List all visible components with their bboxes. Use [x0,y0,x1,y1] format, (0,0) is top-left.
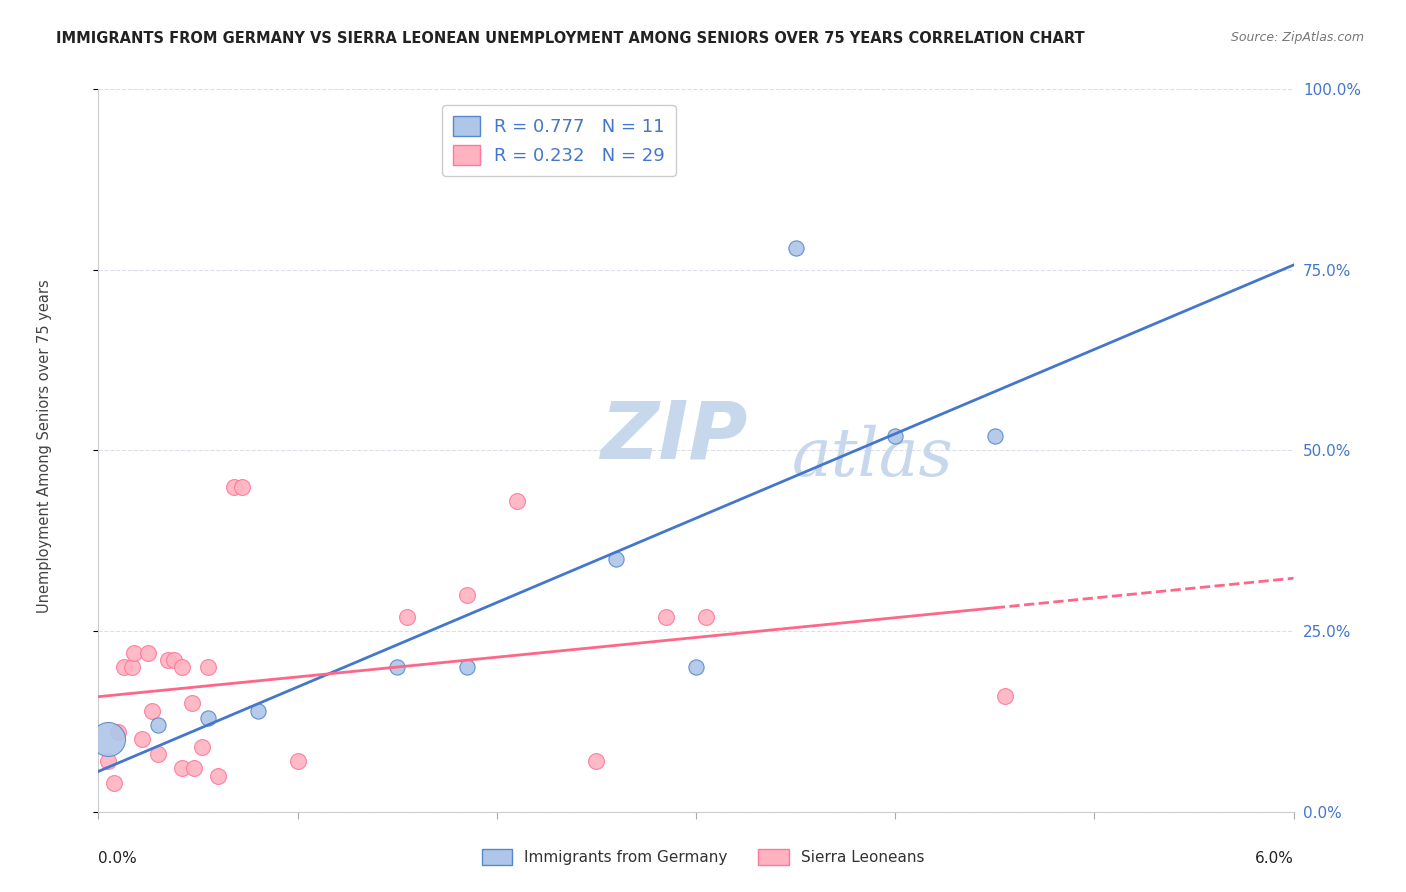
Text: Source: ZipAtlas.com: Source: ZipAtlas.com [1230,31,1364,45]
Text: 0.0%: 0.0% [98,852,138,866]
Point [222,480,245,494]
Point [148,747,170,761]
Point [107,725,129,739]
Text: ZIP: ZIP [600,397,748,475]
Point [112,660,135,674]
Point [207,769,229,783]
Point [191,739,214,754]
Point [984,429,1007,443]
Point [97,754,120,768]
Point [246,704,269,718]
Point [197,711,219,725]
Legend: R = 0.777   N = 11, R = 0.232   N = 29: R = 0.777 N = 11, R = 0.232 N = 29 [441,105,676,176]
Point [163,653,186,667]
Point [884,429,907,443]
Point [172,660,194,674]
Point [172,761,194,775]
Point [385,660,409,674]
Point [197,660,219,674]
Point [157,653,180,667]
Point [181,696,204,710]
Point [231,480,253,494]
Point [655,609,678,624]
Point [456,588,478,602]
Text: Unemployment Among Seniors over 75 years: Unemployment Among Seniors over 75 years [38,279,52,613]
Point [136,646,159,660]
Point [695,609,717,624]
Point [97,732,120,747]
Point [121,660,143,674]
Point [141,704,163,718]
Point [131,732,153,747]
Point [396,609,419,624]
Point [148,718,170,732]
Legend: Immigrants from Germany, Sierra Leoneans: Immigrants from Germany, Sierra Leoneans [475,843,931,871]
Text: IMMIGRANTS FROM GERMANY VS SIERRA LEONEAN UNEMPLOYMENT AMONG SENIORS OVER 75 YEA: IMMIGRANTS FROM GERMANY VS SIERRA LEONEA… [56,31,1085,46]
Point [124,646,146,660]
Text: atlas: atlas [792,425,953,491]
Point [685,660,707,674]
Point [456,660,478,674]
Point [605,551,627,566]
Point [585,754,607,768]
Point [287,754,309,768]
Point [994,689,1017,703]
Point [506,494,529,508]
Point [183,761,205,775]
Point [785,241,807,255]
Text: 6.0%: 6.0% [1254,852,1294,866]
Point [103,776,125,790]
